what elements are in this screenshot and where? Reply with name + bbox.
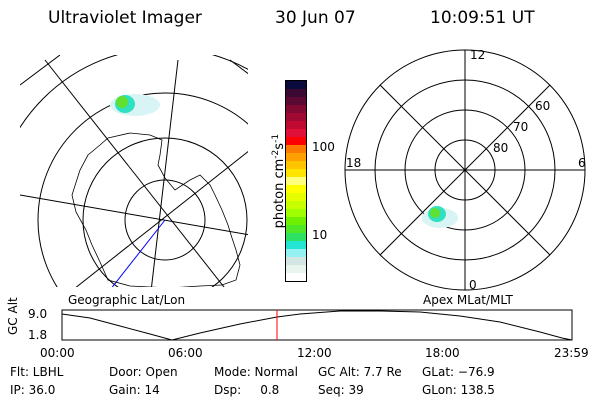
- mlt-6: 6: [578, 156, 586, 170]
- time: 10:09:51 UT: [430, 8, 535, 28]
- colorbar-band: [286, 113, 306, 121]
- geographic-label: Geographic Lat/Lon: [68, 293, 186, 307]
- info-mode: Mode: Normal: [214, 365, 298, 379]
- colorbar-tick-100: 100: [312, 140, 335, 154]
- colorbar-band: [286, 257, 306, 265]
- xtick: 18:00: [425, 346, 460, 360]
- mlat-80: 80: [493, 141, 509, 155]
- colorbar-band: [286, 217, 306, 225]
- colorbar-tick-10: 10: [312, 228, 328, 242]
- colorbar-band: [286, 105, 306, 113]
- colorbar-band: [286, 121, 306, 129]
- colorbar-band: [286, 233, 306, 241]
- colorbar-band: [286, 177, 306, 185]
- info-door: Door: Open: [109, 365, 178, 379]
- mlat-70: 70: [513, 120, 529, 134]
- mlt-18: 18: [346, 156, 362, 170]
- mlt-0: 0: [469, 278, 477, 292]
- colorbar-band: [286, 273, 306, 281]
- colorbar-band: [286, 209, 306, 217]
- info-dsp: Dsp: 0.8: [214, 383, 280, 397]
- colorbar-band: [286, 193, 306, 201]
- colorbar-band: [286, 169, 306, 177]
- date: 30 Jun 07: [275, 8, 356, 28]
- colorbar-band: [286, 161, 306, 169]
- alt-ytick-9: 9.0: [28, 307, 48, 321]
- colorbar-band: [286, 249, 306, 257]
- colorbar-band: [286, 145, 306, 153]
- mlt-12: 12: [470, 48, 486, 62]
- colorbar-band: [286, 185, 306, 193]
- xtick: 12:00: [297, 346, 332, 360]
- colorbar-band: [286, 241, 306, 249]
- colorbar-band: [286, 129, 306, 137]
- colorbar-band: [286, 89, 306, 97]
- apex-label: Apex MLat/MLT: [423, 293, 513, 307]
- xtick: 06:00: [168, 346, 203, 360]
- info-glon: GLon: 138.5: [422, 383, 495, 397]
- colorbar-band: [286, 225, 306, 233]
- colorbar: [285, 80, 307, 282]
- info-ip: IP: 36.0: [10, 383, 56, 397]
- colorbar-band: [286, 265, 306, 273]
- xtick: 23:59: [554, 346, 589, 360]
- mlat-60: 60: [535, 99, 551, 113]
- colorbar-band: [286, 201, 306, 209]
- info-flt: Flt: LBHL: [10, 365, 64, 379]
- info-glat: GLat: −76.9: [422, 365, 495, 379]
- alt-ylabel: GC Alt: [6, 297, 20, 335]
- aurora-blob-left: [110, 94, 160, 116]
- colorbar-band: [286, 137, 306, 145]
- colorbar-band: [286, 81, 306, 89]
- xtick: 00:00: [40, 346, 75, 360]
- info-seq: Seq: 39: [318, 383, 364, 397]
- info-gain: Gain: 14: [109, 383, 160, 397]
- info-gcalt: GC Alt: 7.7 Re: [318, 365, 402, 379]
- aurora-blob-right: [422, 206, 458, 228]
- alt-ytick-1.8: 1.8: [28, 328, 48, 342]
- title: Ultraviolet Imager: [48, 8, 202, 28]
- colorbar-band: [286, 153, 306, 161]
- colorbar-band: [286, 97, 306, 105]
